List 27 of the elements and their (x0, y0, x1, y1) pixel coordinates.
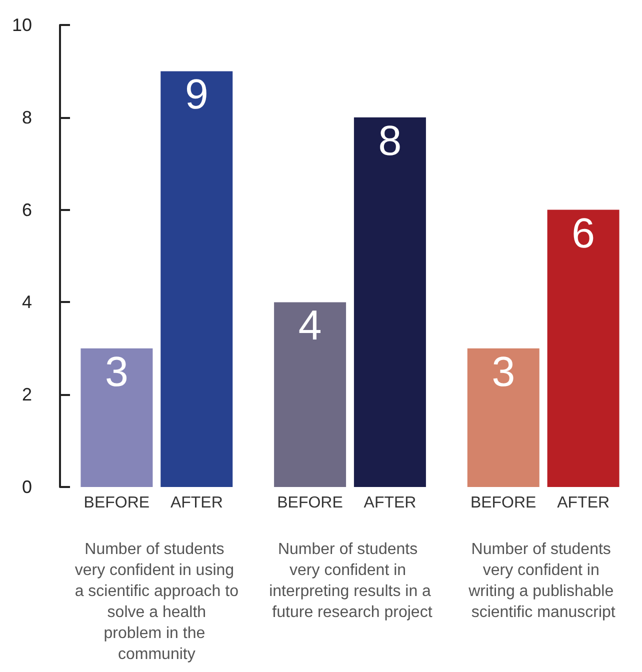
bar (160, 71, 233, 487)
series-label: AFTER (170, 494, 223, 512)
text: AFTER (364, 494, 416, 512)
y-tick-label: 8 (22, 107, 32, 128)
y-tick-label: 0 (22, 477, 32, 497)
y-tick-label: 4 (22, 292, 32, 312)
text: BEFORE (470, 494, 536, 512)
bar (274, 302, 346, 487)
bar (354, 117, 426, 487)
x-tick-label: Number of students very confident in interpreting results in a future research project (268, 541, 433, 621)
text: BEFORE (277, 494, 343, 512)
bar (467, 348, 540, 487)
y-tick-label: 2 (22, 384, 32, 405)
data-label: 3 (492, 348, 516, 395)
data-label: 9 (184, 70, 208, 118)
series-label: BEFORE (84, 494, 150, 512)
y-tick-label: 10 (12, 15, 32, 35)
bar (80, 348, 153, 487)
data-label: 4 (298, 302, 322, 349)
x-tick-label: Number of students very confident in writing a publishable scientific manuscript (468, 541, 618, 621)
data-label: 6 (572, 209, 595, 256)
x-tick-label: Number of students very confident in using a scientific approach to solve a health problem in the community (74, 541, 239, 663)
text: AFTER (557, 494, 610, 512)
y-tick-label: 6 (22, 200, 32, 220)
data-label: 3 (105, 348, 128, 395)
bar (547, 210, 620, 487)
data-label: 8 (378, 116, 402, 164)
